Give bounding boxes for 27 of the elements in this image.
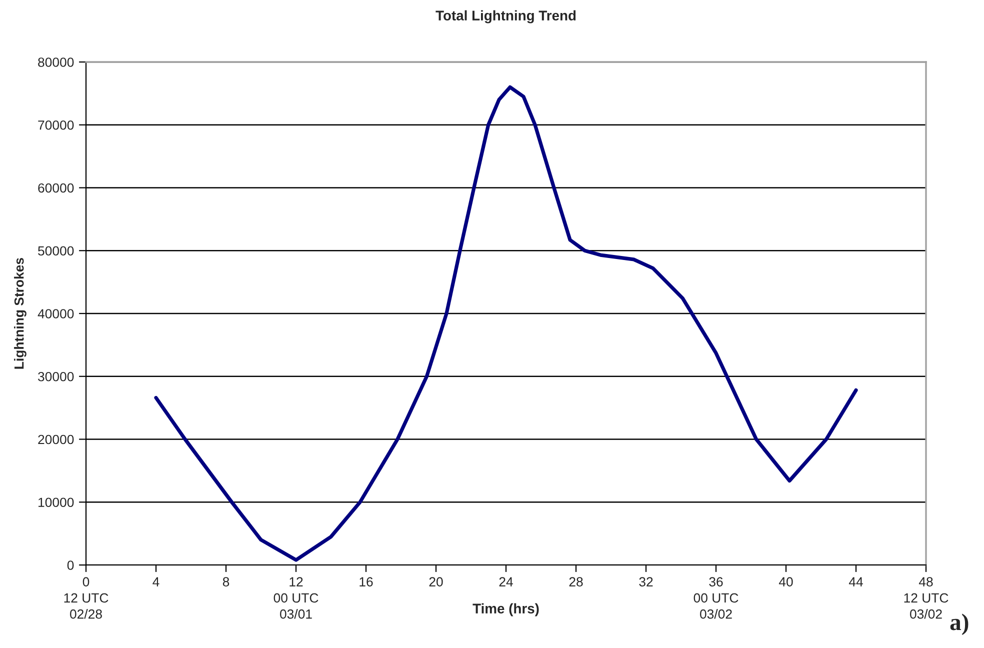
y-tick-label: 60000: [38, 183, 74, 193]
x-tick-label: 8: [222, 577, 230, 586]
x-tick-label: 32: [639, 577, 653, 586]
y-tick-label: 30000: [38, 372, 74, 382]
x-tick-label: 36 00 UTC 03/02: [694, 577, 738, 619]
x-tick-label: 28: [569, 577, 583, 586]
x-tick-label: 16: [360, 577, 373, 586]
x-tick-label: 4: [152, 577, 160, 586]
x-axis-title: Time (hrs): [472, 603, 539, 616]
chart-title: Total Lightning Trend: [436, 10, 576, 24]
line-series: [154, 85, 858, 562]
y-tick-label: 0: [67, 560, 74, 570]
text: a): [950, 614, 968, 636]
x-tick-label: 40: [778, 577, 793, 586]
x-tick-label: 24: [499, 577, 513, 586]
y-tick-label: 20000: [38, 434, 74, 444]
x-tick-label: 48 12 UTC 03/02: [904, 577, 948, 619]
x-tick-label: 44: [848, 577, 863, 586]
y-tick-label: 40000: [38, 309, 74, 318]
x-tick-label: 12 00 UTC 03/01: [274, 577, 318, 619]
x-tick-label: 0 12 UTC 02/28: [64, 577, 108, 619]
y-axis-title: Lightning Strokes: [14, 258, 26, 369]
y-tick-label: 10000: [38, 498, 74, 508]
y-tick-label: 70000: [38, 120, 74, 130]
x-tick-label: 20: [429, 577, 443, 586]
y-tick-label: 50000: [38, 246, 74, 256]
y-tick-label: 80000: [38, 58, 74, 67]
